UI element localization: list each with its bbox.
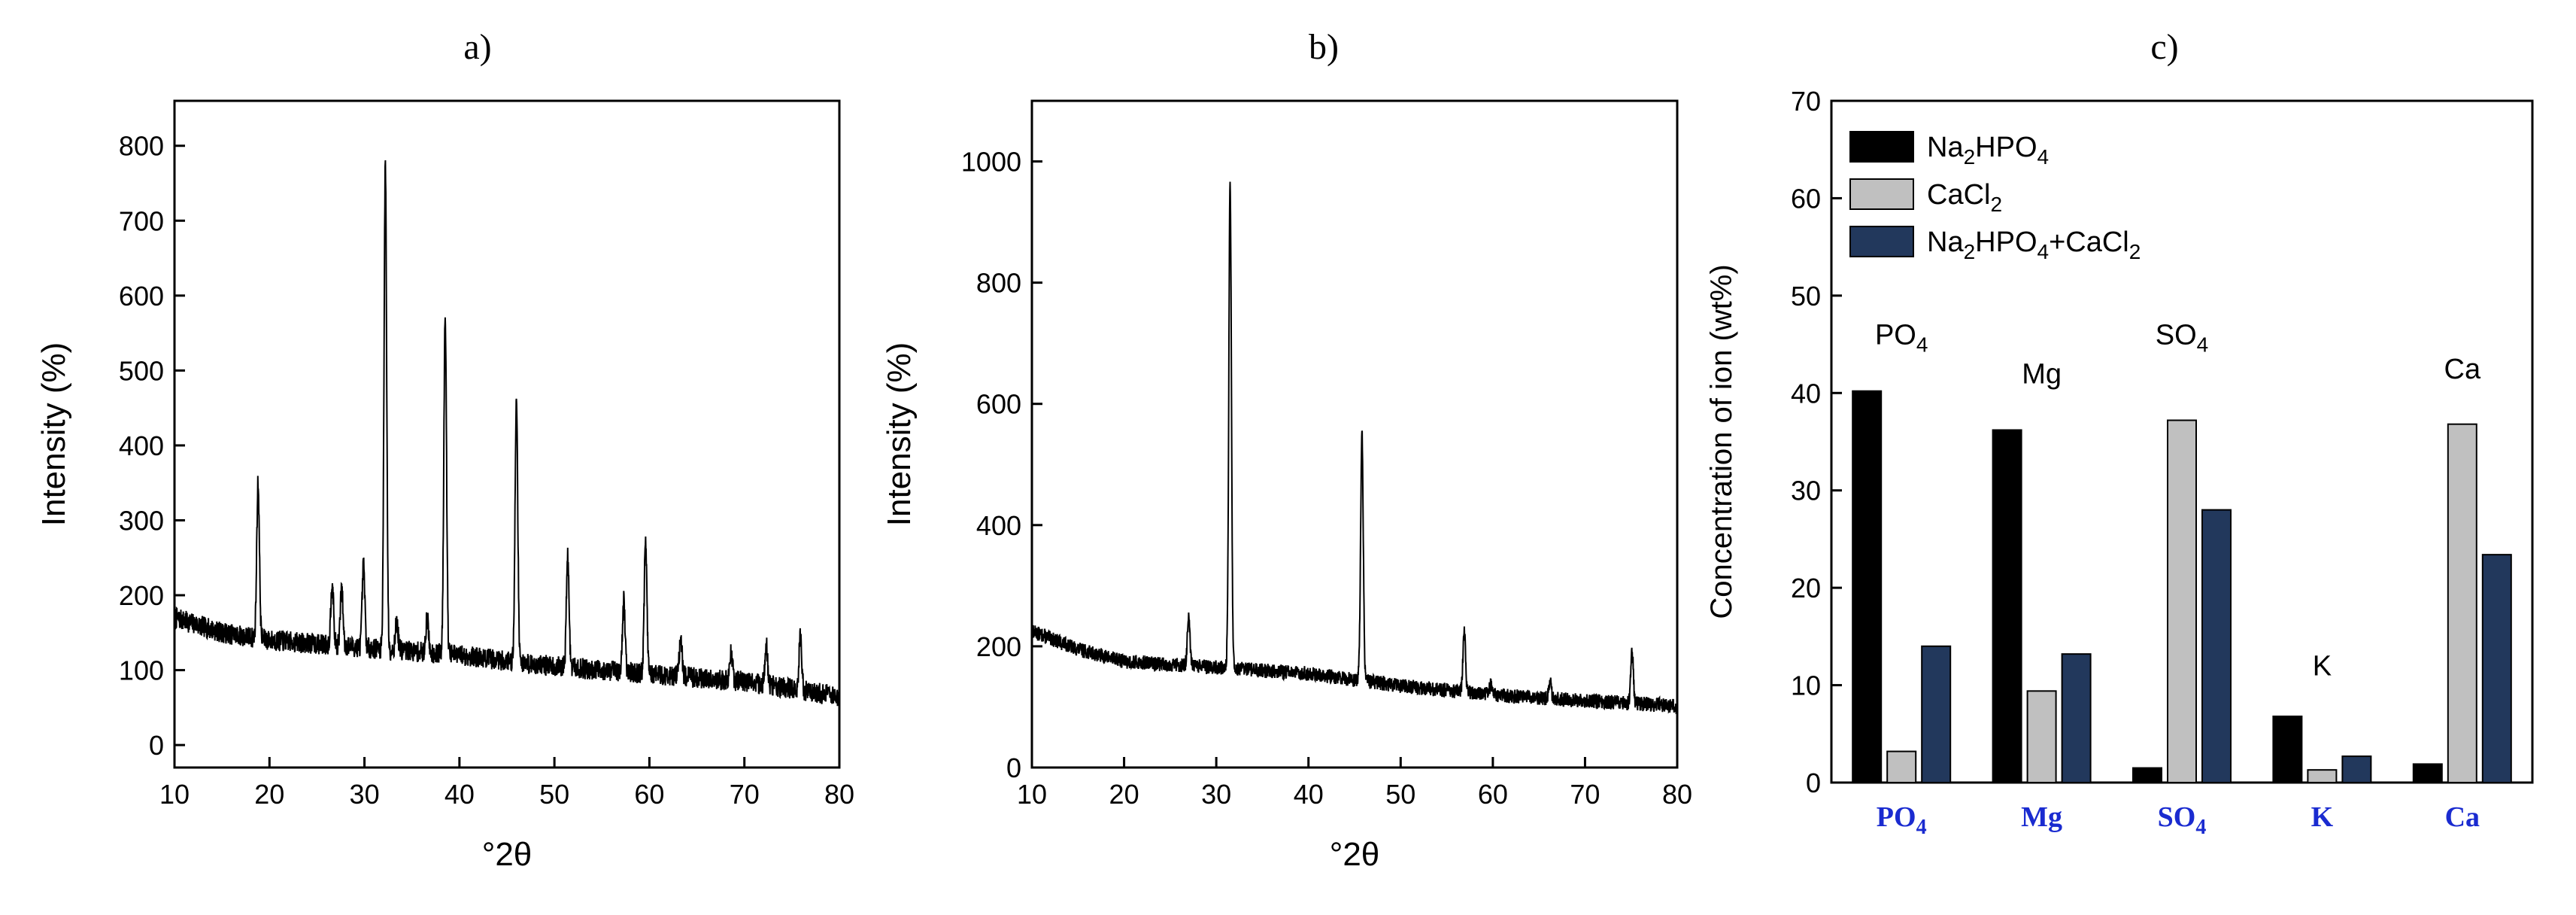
x-tick-label: 50 (539, 779, 569, 810)
legend-label-3: Na2HPO4+CaCl2 (1927, 226, 2141, 263)
bar-series-3-cat-2 (2061, 653, 2092, 784)
x-tick-label: 40 (1294, 779, 1324, 810)
panel-b-plot-area (1030, 99, 1679, 769)
y-tick-label: 300 (119, 505, 164, 536)
panel-b-y-axis: 0 200 400 600 800 1000 (961, 147, 1042, 783)
x-category-label: K (2311, 801, 2334, 833)
x-tick-label: 60 (634, 779, 664, 810)
bar-series-2-cat-5 (2447, 423, 2477, 784)
panel-c-y-axis-title: Concentration of ion (wt%) (1705, 264, 1738, 619)
bar-series-2-cat-3 (2167, 419, 2197, 783)
y-tick-label: 100 (119, 655, 164, 686)
x-tick-label: 40 (445, 779, 475, 810)
y-tick-label: 0 (1006, 752, 1021, 783)
y-tick-label: 200 (976, 631, 1021, 662)
y-tick-label: 50 (1791, 281, 1821, 312)
panel-a-plot-area (173, 99, 841, 769)
panel-b-y-axis-title: Intensity (%) (881, 342, 918, 527)
legend-swatch-1 (1849, 131, 1914, 163)
y-tick-label: 0 (1806, 768, 1821, 798)
x-category-label: PO4 (1877, 801, 1927, 839)
bar-series-3-cat-3 (2201, 509, 2232, 783)
x-tick-label: 70 (1570, 779, 1600, 810)
panel-a-y-axis-title: Intensity (%) (35, 342, 72, 527)
panel-c-y-axis: 0 10 20 30 40 50 60 70 (1791, 86, 1842, 798)
panel-a-xrd-trace (174, 160, 840, 707)
x-tick-label: 60 (1478, 779, 1508, 810)
y-tick-label: 400 (976, 510, 1021, 541)
bar-annotation: K (2313, 651, 2332, 682)
bar-annotation: PO4 (1875, 320, 1928, 357)
panel-a-x-axis-title: °2θ (482, 836, 532, 873)
y-tick-label: 60 (1791, 183, 1821, 214)
panel-a-y-axis: 0 100 200 300 400 500 600 700 800 (119, 131, 185, 761)
y-tick-label: 800 (119, 131, 164, 162)
y-tick-label: 30 (1791, 476, 1821, 506)
bar-series-2-cat-4 (2307, 769, 2338, 783)
legend-swatch-3 (1849, 226, 1914, 257)
panel-c-annotations: PO4 Mg SO4 K Ca (1875, 320, 2481, 682)
x-tick-label: 70 (730, 779, 760, 810)
panel-c-legend: Na2HPO4 CaCl2 Na2HPO4+CaCl2 (1849, 131, 2141, 263)
panel-c: c) 0 10 20 30 40 50 60 70 PO4 Mg SO4 K Ca PO4 Mg SO4 K… (1705, 27, 2534, 839)
panel-c-bars (1852, 390, 2512, 784)
panel-b-label: b) (1309, 27, 1339, 67)
bar-series-1-cat-2 (1992, 429, 2022, 783)
x-tick-label: 50 (1385, 779, 1415, 810)
panel-b-x-axis-title: °2θ (1330, 836, 1380, 873)
bar-series-3-cat-1 (1921, 645, 1952, 783)
y-tick-label: 1000 (961, 147, 1021, 178)
x-category-label: SO4 (2158, 801, 2207, 839)
x-tick-label: 30 (350, 779, 380, 810)
panel-b-x-axis: 10 20 30 40 50 60 70 80 (1017, 757, 1692, 810)
y-tick-label: 800 (976, 268, 1021, 299)
x-tick-label: 80 (824, 779, 854, 810)
bar-series-1-cat-5 (2412, 763, 2443, 783)
y-tick-label: 200 (119, 580, 164, 611)
bar-series-1-cat-3 (2132, 767, 2162, 783)
x-category-label: Mg (2021, 801, 2062, 833)
legend-label-2: CaCl2 (1927, 179, 2002, 216)
y-tick-label: 0 (149, 730, 164, 761)
x-tick-label: 10 (159, 779, 190, 810)
y-tick-label: 20 (1791, 573, 1821, 603)
y-tick-label: 500 (119, 355, 164, 386)
bar-series-1-cat-1 (1852, 390, 1883, 783)
y-tick-label: 700 (119, 205, 164, 236)
legend-label-1: Na2HPO4 (1927, 132, 2049, 169)
y-tick-label: 10 (1791, 670, 1821, 701)
y-tick-label: 600 (119, 281, 164, 312)
panel-a: a) 0 100 200 300 400 500 600 700 800 10 20 30 40 50 6… (35, 27, 854, 873)
panel-b-xrd-trace (1031, 181, 1678, 715)
bar-annotation: Mg (2022, 358, 2062, 390)
legend-swatch-2 (1849, 178, 1914, 210)
bar-annotation: Ca (2444, 354, 2481, 385)
x-tick-label: 20 (1109, 779, 1139, 810)
bar-series-2-cat-1 (1886, 750, 1917, 784)
y-tick-label: 70 (1791, 86, 1821, 117)
bar-annotation: SO4 (2156, 320, 2208, 357)
x-tick-label: 80 (1662, 779, 1692, 810)
x-tick-label: 10 (1017, 779, 1047, 810)
panel-a-x-axis: 10 20 30 40 50 60 70 80 (159, 757, 854, 810)
panel-a-label: a) (463, 27, 491, 67)
x-tick-label: 30 (1201, 779, 1231, 810)
panel-c-x-axis: PO4 Mg SO4 K Ca (1877, 801, 2480, 839)
bar-series-2-cat-2 (2026, 690, 2057, 784)
bar-series-3-cat-5 (2481, 554, 2512, 783)
x-category-label: Ca (2445, 801, 2480, 833)
panel-b: b) 0 200 400 600 800 1000 10 20 30 40 50 60 70 80 In… (881, 27, 1692, 873)
panel-c-label: c) (2150, 27, 2178, 67)
bar-series-1-cat-4 (2272, 715, 2303, 784)
x-tick-label: 20 (254, 779, 284, 810)
y-tick-label: 600 (976, 389, 1021, 420)
bar-series-3-cat-4 (2341, 755, 2372, 783)
y-tick-label: 40 (1791, 378, 1821, 409)
y-tick-label: 400 (119, 430, 164, 461)
